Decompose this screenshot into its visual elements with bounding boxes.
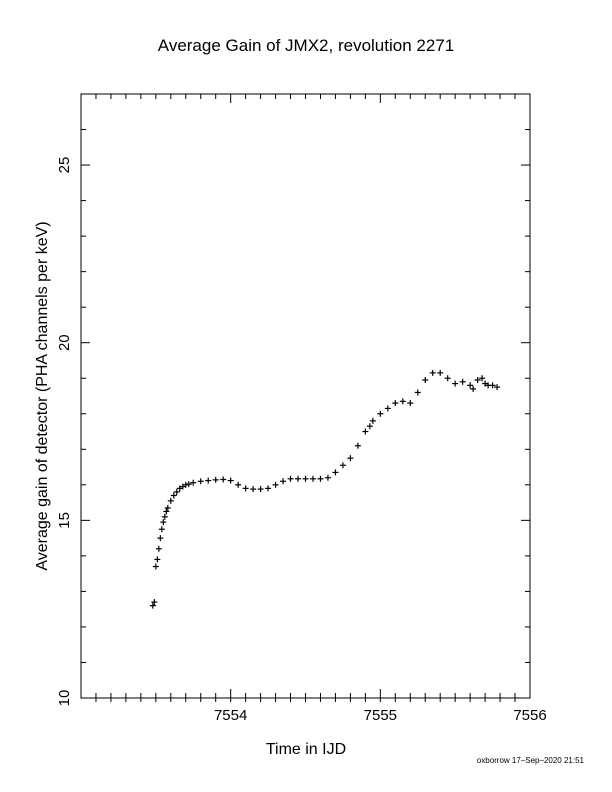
data-point (280, 478, 287, 485)
footer-stamp: oxborrow 17–Sep–2020 21:51 (476, 756, 584, 765)
data-point (384, 405, 391, 412)
data-point (170, 492, 177, 499)
y-axis-label: Average gain of detector (PHA channels p… (34, 221, 51, 570)
chart-title: Average Gain of JMX2, revolution 2271 (157, 36, 455, 55)
data-point (377, 410, 384, 417)
x-tick-label: 7556 (513, 707, 546, 724)
data-point (309, 475, 316, 482)
data-point (242, 485, 249, 492)
data-point (392, 400, 399, 407)
data-point (332, 469, 339, 476)
data-point (220, 476, 227, 483)
data-point (317, 475, 324, 482)
data-point (257, 486, 264, 493)
data-point (407, 400, 414, 407)
data-point (494, 384, 501, 391)
data-point (190, 479, 197, 486)
data-point (250, 486, 257, 493)
y-tick-label: 20 (56, 334, 73, 351)
y-tick-label: 10 (56, 690, 73, 707)
x-axis-label: Time in IJD (266, 741, 346, 758)
data-point (167, 497, 174, 504)
y-tick-label: 25 (56, 157, 73, 174)
data-point (452, 380, 459, 387)
data-points (149, 369, 501, 609)
data-point (235, 481, 242, 488)
data-point (302, 475, 309, 482)
x-tick-label: 7555 (364, 707, 397, 724)
data-point (227, 477, 234, 484)
data-point (470, 385, 477, 392)
data-point (155, 545, 162, 552)
data-point (489, 382, 496, 389)
data-point (157, 535, 164, 542)
data-point (212, 476, 219, 483)
data-point (467, 382, 474, 389)
data-point (149, 602, 156, 609)
data-point (161, 513, 168, 520)
data-point (152, 563, 159, 570)
tick-labels: 7554 7555 7556 10 15 20 25 (56, 157, 547, 724)
data-point (347, 455, 354, 462)
data-point (366, 423, 373, 430)
data-point (354, 442, 361, 449)
data-point (160, 519, 167, 526)
y-tick-label: 15 (56, 512, 73, 529)
data-point (197, 478, 204, 485)
data-point (414, 389, 421, 396)
data-point (295, 475, 302, 482)
data-point (164, 504, 171, 511)
data-point (173, 488, 180, 495)
data-point (474, 377, 481, 384)
data-point (479, 375, 486, 382)
axis-ticks (81, 94, 530, 702)
x-tick-label: 7554 (214, 707, 247, 724)
data-point (287, 475, 294, 482)
data-point (429, 369, 436, 376)
data-point (369, 417, 376, 424)
data-point (154, 556, 161, 563)
plot-frame (80, 93, 531, 699)
data-point (182, 481, 189, 488)
data-point (185, 481, 192, 488)
data-point (444, 375, 451, 382)
data-point (339, 462, 346, 469)
data-point (151, 599, 158, 606)
data-point (158, 526, 165, 533)
data-point (437, 369, 444, 376)
data-point (459, 378, 466, 385)
data-point (272, 481, 279, 488)
data-point (324, 474, 331, 481)
data-point (422, 377, 429, 384)
data-point (399, 398, 406, 405)
data-point (362, 428, 369, 435)
data-point (205, 477, 212, 484)
data-point (265, 485, 272, 492)
data-point (163, 508, 170, 515)
